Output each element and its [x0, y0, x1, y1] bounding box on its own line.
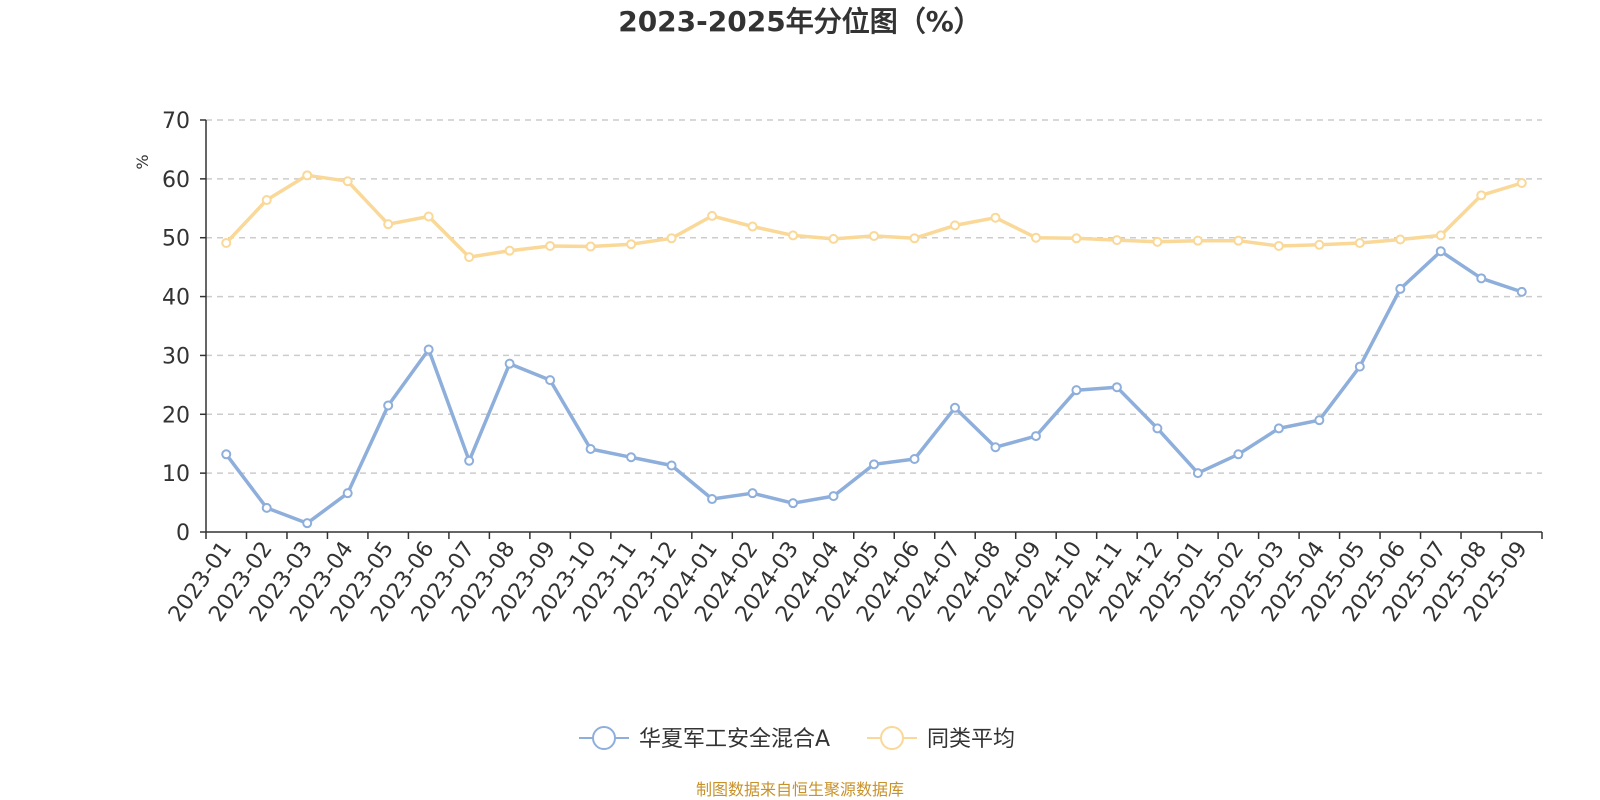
data-point-2	[869, 230, 879, 241]
data-point-1	[1395, 283, 1406, 294]
y-tick-label: 70	[162, 109, 190, 134]
data-point-2	[1516, 177, 1527, 188]
data-point-1	[464, 455, 475, 466]
data-point-2	[990, 212, 1001, 223]
data-point-1	[585, 444, 596, 455]
data-point-2	[1476, 190, 1487, 201]
data-point-1	[423, 344, 434, 355]
data-point-2	[221, 238, 232, 249]
data-point-1	[383, 400, 394, 411]
legend-item-1: 华夏军工安全混合A	[579, 726, 830, 752]
data-point-2	[1395, 234, 1406, 245]
y-tick-label: 10	[162, 462, 190, 487]
data-point-1	[788, 498, 799, 509]
legend-marker	[880, 726, 904, 750]
data-point-1	[707, 494, 718, 505]
data-point-1	[666, 460, 677, 471]
data-point-2	[342, 176, 353, 187]
series-line-2	[224, 173, 1524, 259]
legend-label: 同类平均	[927, 727, 1015, 752]
data-point-1	[1192, 468, 1203, 479]
data-point-1	[261, 502, 272, 513]
data-point-2	[626, 239, 637, 250]
y-tick-label: 30	[162, 344, 190, 369]
y-tick-label: 20	[162, 403, 190, 428]
y-tick-label: 40	[162, 286, 190, 311]
data-point-1	[990, 442, 1001, 453]
data-point-1	[1111, 382, 1122, 393]
legend: 华夏军工安全混合A 同类平均	[579, 726, 1015, 752]
data-point-1	[1354, 361, 1365, 372]
data-point-2	[1152, 236, 1163, 247]
data-point-2	[1111, 235, 1122, 246]
data-point-2	[1273, 240, 1284, 251]
data-point-1	[504, 358, 515, 369]
data-point-2	[504, 245, 515, 256]
data-point-2	[1314, 239, 1325, 250]
data-point-2	[585, 241, 596, 252]
legend-item-2: 同类平均	[867, 726, 1015, 752]
data-point-1	[1152, 423, 1163, 434]
data-point-2	[423, 211, 434, 222]
data-point-1	[1516, 286, 1527, 297]
data-point-2	[302, 170, 313, 181]
data-point-2	[1192, 235, 1203, 246]
data-point-2	[707, 210, 718, 221]
data-point-1	[1030, 431, 1041, 442]
y-axis-label: %	[133, 154, 152, 169]
data-point-1	[1314, 415, 1325, 426]
data-point-1	[869, 459, 879, 470]
data-point-2	[545, 240, 556, 251]
legend-label: 华夏军工安全混合A	[639, 727, 830, 752]
data-point-2	[1030, 232, 1041, 243]
data-point-2	[828, 233, 839, 244]
data-point-2	[383, 219, 394, 230]
data-source-note: 制图数据来自恒生聚源数据库	[695, 780, 904, 799]
data-point-2	[1435, 230, 1446, 241]
data-point-1	[302, 518, 313, 529]
series-line-1	[224, 249, 1524, 525]
data-point-1	[828, 491, 839, 502]
data-point-2	[909, 233, 920, 244]
axes: 010203040506070%2023-012023-022023-03202…	[133, 109, 1543, 627]
data-point-1	[1071, 385, 1082, 396]
data-point-1	[1273, 423, 1284, 434]
data-point-2	[1071, 233, 1082, 244]
data-point-2	[261, 195, 272, 206]
data-point-1	[747, 488, 758, 499]
y-tick-label: 50	[162, 227, 190, 252]
y-tick-label: 60	[162, 168, 190, 193]
data-point-2	[464, 252, 475, 263]
data-point-1	[1435, 246, 1446, 257]
data-point-2	[747, 221, 758, 232]
series-lines	[224, 173, 1524, 525]
data-point-2	[1233, 235, 1244, 246]
data-point-1	[1476, 273, 1487, 284]
line-chart: 010203040506070%2023-012023-022023-03202…	[133, 109, 1543, 752]
y-tick-label: 0	[176, 521, 190, 546]
data-point-1	[545, 375, 556, 386]
legend-marker	[592, 726, 616, 750]
grid-lines	[206, 119, 1542, 474]
data-point-2	[666, 233, 677, 244]
chart-title: 2023-2025年分位图（%）	[618, 5, 982, 38]
data-point-1	[221, 449, 232, 460]
data-point-1	[949, 402, 960, 413]
data-point-1	[1233, 449, 1244, 460]
data-point-1	[342, 488, 353, 499]
data-point-1	[626, 452, 637, 463]
data-point-1	[909, 454, 920, 465]
data-point-2	[1354, 238, 1365, 249]
data-point-2	[788, 230, 799, 241]
data-points	[221, 170, 1527, 529]
data-point-2	[949, 220, 960, 231]
